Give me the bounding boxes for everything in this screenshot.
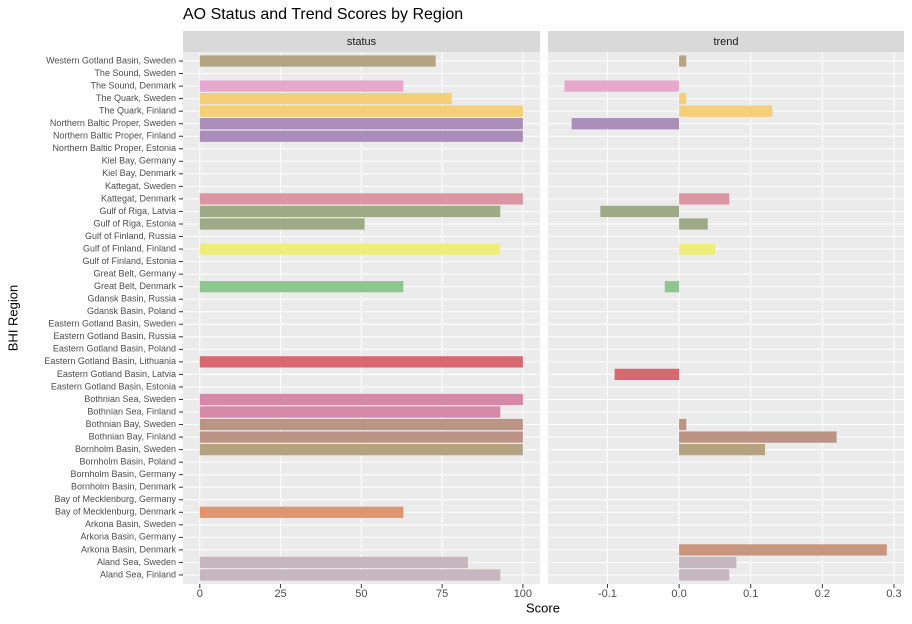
bar (679, 569, 730, 581)
y-tick-label: Gdansk Basin, Poland (87, 306, 176, 316)
panel-background (548, 52, 904, 584)
y-axis-label: BHI Region (5, 285, 20, 351)
y-tick-label: Bothnian Bay, Finland (89, 431, 176, 441)
y-tick-label: Bornholm Basin, Sweden (75, 444, 176, 454)
bar (571, 118, 680, 130)
strip-label: trend (713, 36, 738, 48)
y-tick-label: Bay of Mecklenburg, Germany (54, 494, 176, 504)
strip-label: status (347, 36, 377, 48)
y-tick-label: Kiel Bay, Denmark (102, 168, 176, 178)
x-tick-label: 0.2 (815, 588, 830, 600)
y-tick-label: Northern Baltic Proper, Estonia (52, 143, 176, 153)
y-tick-label: Great Belt, Denmark (94, 281, 177, 291)
y-tick-label: The Quark, Sweden (96, 93, 176, 103)
x-tick-label: 25 (274, 588, 286, 600)
y-tick-label: Bornholm Basin, Denmark (71, 482, 177, 492)
y-tick-label: Bothnian Bay, Sweden (86, 419, 176, 429)
y-tick-label: Gulf of Finland, Russia (85, 231, 176, 241)
bar (199, 193, 523, 205)
bar (199, 406, 501, 418)
strip (183, 31, 540, 52)
bar (564, 80, 680, 92)
y-tick-label: Bothnian Sea, Finland (87, 406, 176, 416)
strip (548, 31, 904, 52)
bar (199, 443, 523, 456)
chart-title: AO Status and Trend Scores by Region (183, 6, 463, 23)
x-tick-label: 0.3 (886, 588, 901, 600)
x-tick-label: -0.1 (598, 588, 617, 600)
bar (679, 418, 687, 431)
bar (199, 356, 523, 368)
y-tick-label: Western Gotland Basin, Sweden (46, 55, 176, 65)
y-tick-label: The Quark, Finland (99, 106, 176, 116)
bar (600, 205, 680, 218)
bar (679, 243, 715, 255)
y-tick-label: The Sound, Sweden (94, 68, 176, 78)
bar (199, 431, 523, 443)
y-tick-label: Gulf of Riga, Latvia (99, 206, 176, 216)
y-tick-label: Bothnian Sea, Sweden (84, 394, 176, 404)
y-tick-label: Bay of Mecklenburg, Denmark (55, 507, 177, 517)
y-tick-label: Arkona Basin, Germany (80, 532, 176, 542)
y-tick-label: Aland Sea, Finland (100, 569, 176, 579)
x-tick-label: 100 (514, 588, 532, 600)
x-tick-label: 0 (197, 588, 203, 600)
bar (199, 105, 523, 117)
bar (679, 431, 837, 443)
y-tick-label: Eastern Gotland Basin, Poland (53, 344, 176, 354)
y-tick-label: Bornholm Basin, Germany (70, 469, 176, 479)
bar (199, 418, 523, 431)
x-tick-label: 50 (355, 588, 367, 600)
y-tick-label: Kattegat, Sweden (105, 181, 176, 191)
bar (199, 130, 523, 142)
bar (199, 556, 468, 569)
bar (679, 218, 708, 230)
y-tick-label: Eastern Gotland Basin, Sweden (48, 319, 176, 329)
bar (679, 556, 737, 569)
y-tick-label: Eastern Gotland Basin, Latvia (57, 369, 176, 379)
bar (199, 506, 404, 518)
y-tick-label: Gulf of Finland, Finland (83, 243, 176, 253)
x-tick-label: 0.1 (743, 588, 758, 600)
bar (199, 281, 404, 293)
bar (199, 55, 436, 67)
y-tick-label: Eastern Gotland Basin, Russia (53, 331, 176, 341)
bar (664, 281, 680, 293)
bar (679, 105, 773, 117)
y-tick-label: Arkona Basin, Denmark (81, 544, 177, 554)
y-tick-label: Kattegat, Denmark (101, 193, 177, 203)
bar (199, 569, 501, 581)
bar (679, 193, 730, 205)
bar (199, 218, 365, 230)
bar (679, 544, 887, 556)
bar (199, 118, 523, 130)
bar (614, 368, 680, 381)
bar (199, 243, 501, 255)
y-tick-label: Gdansk Basin, Russia (87, 294, 176, 304)
bar (199, 393, 523, 406)
bar (679, 55, 687, 67)
y-tick-label: Northern Baltic Proper, Finland (53, 131, 176, 141)
y-tick-label: Eastern Gotland Basin, Lithuania (44, 356, 176, 366)
y-tick-label: Aland Sea, Sweden (97, 557, 176, 567)
y-tick-label: Great Belt, Germany (93, 269, 176, 279)
bar (679, 92, 687, 105)
x-tick-label: 75 (436, 588, 448, 600)
y-tick-label: Northern Baltic Proper, Sweden (50, 118, 176, 128)
y-tick-label: Arkona Basin, Sweden (85, 519, 176, 529)
y-tick-label: Bornholm Basin, Poland (79, 457, 176, 467)
bar (679, 443, 766, 456)
bar (199, 92, 452, 105)
bar (199, 205, 501, 218)
y-tick-label: Eastern Gotland Basin, Estonia (51, 381, 176, 391)
x-axis-label: Score (526, 600, 560, 615)
bar (199, 80, 404, 92)
y-tick-label: Gulf of Finland, Estonia (82, 256, 176, 266)
y-tick-label: Gulf of Riga, Estonia (93, 218, 176, 228)
y-tick-label: The Sound, Denmark (90, 80, 176, 90)
y-tick-label: Kiel Bay, Germany (102, 156, 177, 166)
x-tick-label: 0.0 (671, 588, 686, 600)
